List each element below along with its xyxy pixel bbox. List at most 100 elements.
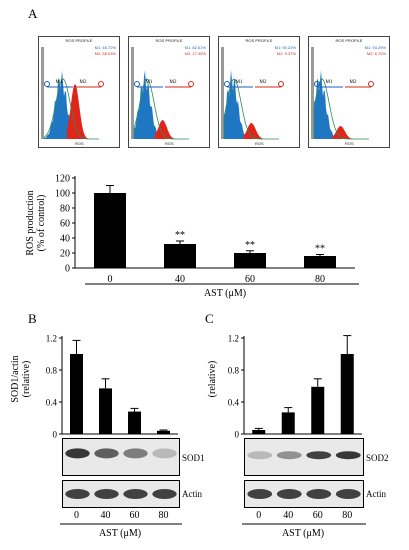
control-peak: [131, 47, 134, 139]
x-axis-label: AST (μM): [204, 288, 246, 299]
bar: [304, 256, 336, 268]
blot-band: [276, 489, 302, 499]
x-tick-label: 40: [175, 274, 185, 285]
x-tick-label: 0: [256, 510, 261, 521]
flow-histogram: ROS PROFILE M1: 93.29% M2: 6.70% M1 M2 ROS: [308, 36, 390, 148]
x-tick-label: 40: [283, 510, 293, 521]
blot-band: [94, 489, 119, 499]
y-tick-label: 20: [60, 249, 70, 260]
m2-percentage: M2: 9.37%: [276, 51, 296, 56]
bar: [252, 430, 266, 434]
bar: [311, 386, 325, 434]
blot-band: [94, 448, 119, 459]
control-peak: [221, 47, 224, 139]
m2-gate-handle: [188, 81, 194, 87]
blot-band: [247, 489, 273, 499]
histogram-x-label: ROS: [345, 141, 354, 146]
histogram-plot: M1 M2: [311, 47, 374, 140]
m1-percentage: M1: 93.29%: [364, 45, 386, 50]
y-tick-label: 0.4: [228, 398, 240, 408]
bar: [94, 193, 126, 268]
x-tick-label: 40: [101, 510, 111, 521]
sod2-band-label: SOD2: [366, 453, 389, 463]
bar: [234, 253, 266, 268]
y-tick-label: 0.4: [46, 398, 58, 408]
histogram-title: ROS PROFILE: [65, 38, 93, 43]
y-tick-label: 100: [55, 189, 70, 200]
histogram-plot: M1 M2: [221, 47, 284, 140]
y-axis-label-line2: (% of control): [36, 195, 47, 252]
bar: [164, 244, 196, 268]
actin-band-label-c: Actin: [366, 489, 386, 499]
actin-blot-b: [62, 480, 180, 508]
y-axis-label-line1: SOD1/actin: [10, 355, 21, 402]
histogram-x-label: ROS: [75, 141, 84, 146]
m1-gate-label: M1: [326, 80, 333, 85]
y-axis-label: ROS production (% of control): [25, 190, 47, 255]
flow-histogram: ROS PROFILE M1: 48.72% M2: 58.03% M1 M2 ROS: [38, 36, 120, 148]
m2-gate-label: M2: [170, 80, 177, 85]
bar: [281, 412, 295, 434]
histogram-x-label: ROS: [165, 141, 174, 146]
sod1-x-axis: 0 40 60 80 AST (μM): [60, 510, 182, 539]
y-tick-label: 0.8: [46, 366, 58, 376]
significance-marker: **: [245, 240, 255, 251]
y-axis-label-line2: (relative): [207, 361, 218, 398]
flow-histogram: ROS PROFILE M1: 90.22% M2: 9.37% M1 M2 ROS: [218, 36, 300, 148]
sod2-chart: 0 0.4 0.8 1.2 SOD2/actin (relative): [204, 334, 362, 440]
histogram-x-label: ROS: [255, 141, 264, 146]
x-tick-label: 0: [108, 274, 113, 285]
m1-gate-handle: [134, 81, 140, 87]
blot-band: [152, 489, 177, 499]
bar: [157, 430, 170, 434]
x-axis-label: AST (μM): [282, 528, 324, 539]
ros-production-chart: 0 20 40 60 80 100 120 0 ** 40 ** 60 ** 80 AST (μM) ROS …: [25, 174, 359, 299]
y-tick-label: 0: [65, 264, 70, 275]
histogram-title: ROS PROFILE: [245, 38, 273, 43]
y-tick-label: 1.2: [46, 334, 57, 344]
histogram-red-area: [67, 84, 93, 139]
y-tick-label: 80: [60, 204, 70, 215]
x-tick-label: 60: [245, 274, 255, 285]
histogram-plot: M1 M2: [41, 47, 104, 140]
m1-percentage: M1: 48.72%: [94, 45, 116, 50]
x-tick-label: 80: [159, 510, 169, 521]
blot-band: [306, 489, 332, 499]
m1-gate-label: M1: [56, 80, 63, 85]
y-tick-label: 1.2: [228, 334, 239, 344]
actin-band-label-b: Actin: [182, 489, 202, 499]
y-axis-label: SOD2/actin (relative): [204, 355, 218, 402]
bar: [70, 354, 83, 434]
panel-label-a: A: [28, 6, 38, 21]
y-axis-label-line2: (relative): [21, 361, 32, 398]
blot-band: [152, 448, 177, 459]
m2-percentage: M2: 58.03%: [94, 51, 116, 56]
x-tick-label: 60: [313, 510, 323, 521]
y-tick-label: 40: [60, 234, 70, 245]
sod1-blot: [62, 438, 180, 476]
m1-percentage: M1: 90.22%: [274, 45, 296, 50]
y-tick-label: 0: [235, 430, 240, 440]
blot-band: [123, 448, 148, 459]
blot-band: [306, 451, 332, 460]
histogram-outline: [133, 78, 189, 140]
m2-gate-label: M2: [350, 80, 357, 85]
x-tick-label: 0: [74, 510, 79, 521]
sod2-x-axis: 0 40 60 80 AST (μM): [242, 510, 366, 539]
bar: [340, 354, 354, 434]
y-axis-label-line1: SOD2/actin: [204, 355, 207, 402]
m1-gate-label: M1: [236, 80, 243, 85]
bar: [128, 411, 141, 434]
panel-label-b: B: [28, 311, 37, 326]
m1-gate-handle: [224, 81, 230, 87]
blot-band: [335, 489, 361, 499]
blot-band: [123, 489, 148, 499]
histogram-outline: [223, 78, 279, 140]
m1-gate-label: M1: [146, 80, 153, 85]
y-tick-label: 0.8: [228, 366, 240, 376]
blot-band: [335, 451, 361, 460]
m2-gate-handle: [98, 81, 104, 87]
x-axis-label: AST (μM): [99, 528, 141, 539]
x-tick-label: 80: [315, 274, 325, 285]
y-tick-label: 60: [60, 219, 70, 230]
